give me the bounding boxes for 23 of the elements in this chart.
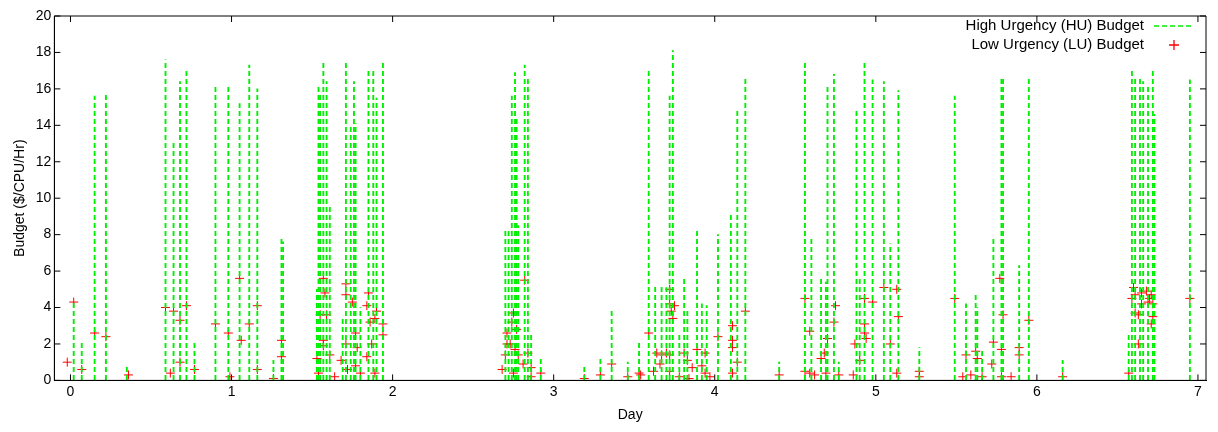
- y-tick-label: 8: [43, 225, 52, 242]
- y-tick-label: 16: [35, 79, 52, 96]
- x-tick-label: 5: [871, 382, 880, 399]
- y-tick-label: 18: [35, 43, 52, 60]
- y-tick-label: 12: [35, 152, 52, 169]
- x-axis-title: Day: [617, 406, 643, 423]
- y-axis-title: Budget ($/CPU/Hr): [11, 139, 28, 257]
- x-tick-label: 0: [66, 382, 75, 399]
- y-tick-label: 10: [35, 189, 52, 206]
- x-tick-label: 7: [1194, 382, 1203, 399]
- x-tick-label: 2: [388, 382, 397, 399]
- y-tick-label: 6: [43, 261, 52, 278]
- x-tick-label: 6: [1032, 382, 1041, 399]
- y-tick-label: 20: [35, 6, 52, 23]
- y-tick-label: 2: [43, 334, 52, 351]
- legend-label: High Urgency (HU) Budget: [965, 16, 1145, 34]
- y-tick-label: 0: [43, 371, 52, 388]
- legend-label: Low Urgency (LU) Budget: [971, 35, 1145, 53]
- y-tick-label: 4: [43, 298, 52, 315]
- y-tick-label: 14: [35, 116, 52, 133]
- x-tick-label: 3: [549, 382, 558, 399]
- x-tick-label: 1: [227, 382, 236, 399]
- x-tick-label: 4: [710, 382, 719, 399]
